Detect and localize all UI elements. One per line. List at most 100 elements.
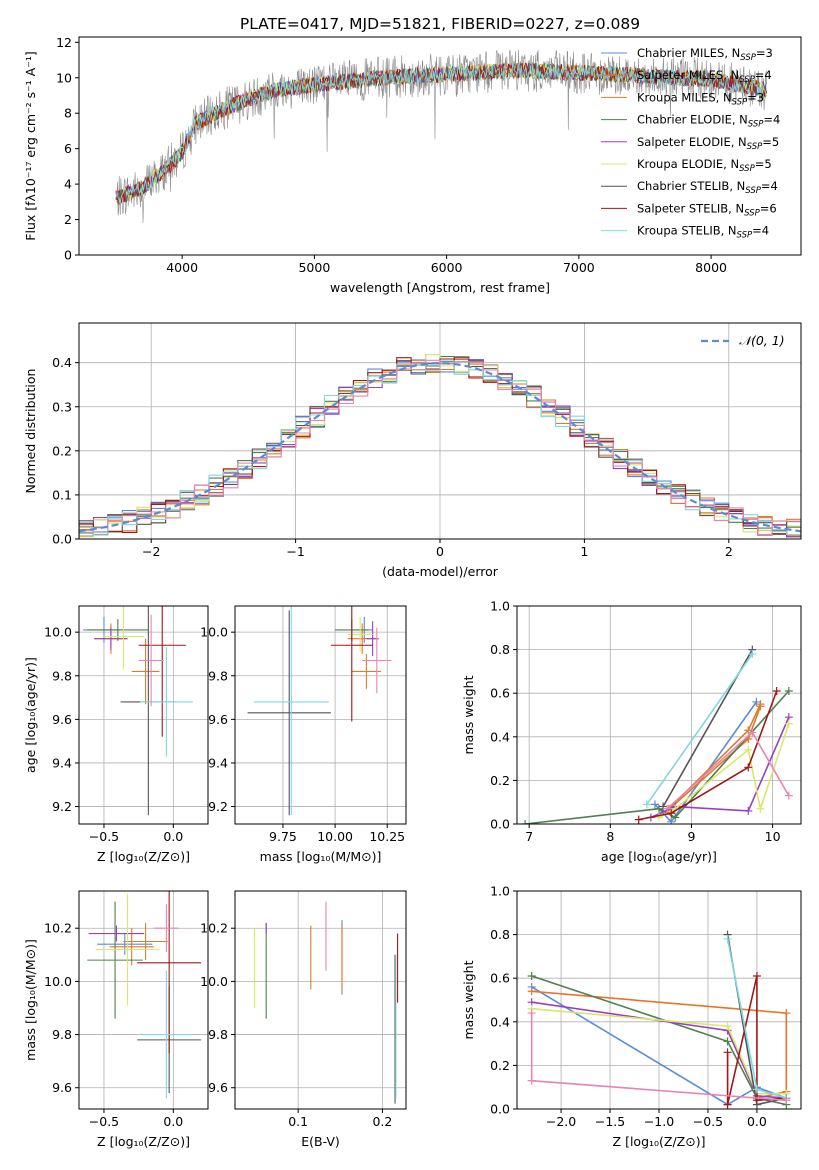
legend-label: Chabrier ELODIE, NSSP=4 bbox=[637, 113, 780, 130]
weight-marker bbox=[723, 934, 732, 943]
y-tick-label: 0.2 bbox=[52, 443, 72, 458]
y-tick-label: 6 bbox=[64, 141, 72, 156]
x-tick-label: 0.2 bbox=[372, 1114, 392, 1129]
x-tick-label: −1.5 bbox=[595, 1114, 625, 1129]
weight-marker bbox=[642, 800, 651, 809]
y-tick-label: 10.0 bbox=[200, 974, 228, 989]
weight-marker bbox=[723, 1022, 732, 1031]
y-tick-label: 0.6 bbox=[490, 971, 510, 986]
x-tick-label: 0 bbox=[436, 544, 444, 559]
y-tick-label: 9.6 bbox=[52, 1080, 72, 1095]
x-tick-label: 5000 bbox=[298, 260, 330, 275]
y-tick-label: 9.2 bbox=[52, 799, 72, 814]
y-tick-label: 0.0 bbox=[490, 817, 510, 832]
weight-series-7 bbox=[726, 975, 787, 1105]
weight-marker bbox=[744, 806, 753, 815]
y-tick-label: 0.0 bbox=[490, 1102, 510, 1117]
y-tick-label: 4 bbox=[64, 177, 72, 192]
y-tick-label: 0.8 bbox=[490, 642, 510, 657]
weight-marker bbox=[744, 745, 753, 754]
y-tick-label: 8 bbox=[64, 106, 72, 121]
x-axis-label: age [log₁₀(age/yr)] bbox=[601, 849, 717, 864]
y-tick-label: 9.8 bbox=[52, 668, 72, 683]
plot-area bbox=[79, 353, 801, 538]
y-tick-label: 10.0 bbox=[44, 974, 72, 989]
weight-marker bbox=[748, 649, 757, 658]
weight-marker bbox=[655, 804, 663, 813]
y-tick-label: 12 bbox=[56, 35, 72, 50]
x-tick-label: 9 bbox=[687, 829, 695, 844]
x-axis-label: mass [log₁₀(M/M⊙)] bbox=[260, 849, 382, 864]
y-tick-label: 9.6 bbox=[208, 1080, 228, 1095]
x-tick-label: 8 bbox=[606, 829, 614, 844]
weight-marker bbox=[667, 817, 676, 824]
weight-marker bbox=[527, 987, 536, 996]
x-tick-label: 6000 bbox=[431, 260, 463, 275]
x-tick-label: −1.0 bbox=[644, 1114, 674, 1129]
y-tick-label: 9.2 bbox=[208, 799, 228, 814]
axes-frame bbox=[234, 890, 407, 1110]
y-tick-label: 9.4 bbox=[208, 755, 228, 770]
axes-frame bbox=[516, 605, 802, 825]
panel-1: −2 −1 0 1 2 0.0 0.1 0.2 0.3 0.4 (data-model)/error… bbox=[23, 322, 802, 579]
weight-series-4 bbox=[531, 1001, 787, 1099]
x-tick-label: 9.75 bbox=[269, 829, 297, 844]
weight-marker bbox=[748, 728, 757, 737]
weight-marker bbox=[756, 804, 765, 813]
panel-4: 7 8 9 10 0.0 0.2 0.4 0.6 0.8 1.0 age [log₁₀(age/yr… bbox=[461, 599, 802, 864]
plot-area bbox=[253, 901, 399, 1104]
plot-area bbox=[527, 930, 791, 1109]
y-tick-label: 10.2 bbox=[200, 921, 228, 936]
plot-area bbox=[115, 49, 767, 223]
y-tick-label: 0.2 bbox=[490, 1058, 510, 1073]
weight-marker bbox=[527, 972, 536, 981]
x-tick-label: 0.0 bbox=[747, 1114, 767, 1129]
axes-frame bbox=[234, 605, 407, 825]
panel-5: −0.5 0.0 9.6 9.8 10.0 10.2 Z [log₁₀(Z/Z⊙)] mass… bbox=[23, 890, 209, 1149]
panel-3: 9.75 10.00 10.25 9.2 9.4 9.6 9.8 10.0 mass [log₁… bbox=[200, 605, 407, 864]
axes-frame bbox=[78, 890, 209, 1110]
weight-marker bbox=[659, 802, 668, 811]
x-axis-label: Z [log₁₀(Z/Z⊙)] bbox=[97, 849, 190, 864]
weight-marker bbox=[752, 972, 761, 981]
legend-label: Salpeter MILES, NSSP=4 bbox=[637, 68, 772, 85]
legend-label: Kroupa MILES, NSSP=3 bbox=[637, 90, 764, 107]
weight-marker bbox=[663, 804, 672, 813]
weight-series-4 bbox=[650, 716, 790, 819]
panel-6: 0.1 0.2 9.6 9.8 10.0 10.2 E(B-V) bbox=[200, 890, 407, 1149]
plot-area bbox=[521, 645, 793, 824]
y-tick-label: 0.4 bbox=[490, 729, 510, 744]
y-tick-label: 10 bbox=[56, 70, 72, 85]
weight-marker bbox=[744, 763, 753, 772]
legend-label: Chabrier STELIB, NSSP=4 bbox=[637, 179, 778, 196]
weight-series-7 bbox=[638, 690, 778, 821]
weight-marker bbox=[784, 687, 793, 696]
legend-label: Kroupa ELODIE, NSSP=5 bbox=[637, 157, 772, 174]
x-tick-label: 2 bbox=[725, 544, 733, 559]
y-axis-label: Normed distribution bbox=[23, 369, 38, 494]
y-tick-label: 0.0 bbox=[52, 532, 72, 547]
weight-marker bbox=[723, 1048, 732, 1057]
x-tick-label: −2 bbox=[142, 544, 160, 559]
weight-series-9 bbox=[666, 731, 790, 810]
weight-marker bbox=[784, 791, 793, 800]
panel-2: −0.5 0.0 9.2 9.4 9.6 9.8 10.0 Z [log₁₀(Z/Z⊙)] ag… bbox=[23, 605, 209, 864]
y-tick-label: 9.4 bbox=[52, 755, 72, 770]
legend-label: 𝒩(0, 1) bbox=[739, 333, 785, 348]
x-tick-label: −0.5 bbox=[89, 1114, 119, 1129]
weight-marker bbox=[671, 813, 680, 822]
y-tick-label: 1.0 bbox=[490, 599, 510, 614]
model-spectrum-8 bbox=[115, 62, 767, 204]
x-tick-label: −2.0 bbox=[546, 1114, 576, 1129]
y-tick-label: 0.4 bbox=[52, 355, 72, 370]
y-tick-label: 0 bbox=[64, 248, 72, 263]
weight-marker bbox=[756, 700, 765, 709]
y-tick-label: 9.6 bbox=[208, 712, 228, 727]
weight-marker bbox=[784, 719, 793, 728]
x-tick-label: −1 bbox=[286, 544, 304, 559]
x-tick-label: 10.00 bbox=[317, 829, 353, 844]
weight-series-5 bbox=[658, 723, 790, 819]
y-axis-label: mass [log₁₀(M/M⊙)] bbox=[23, 939, 38, 1061]
residual-histogram-9 bbox=[79, 359, 801, 535]
weight-series-0 bbox=[531, 986, 787, 1106]
